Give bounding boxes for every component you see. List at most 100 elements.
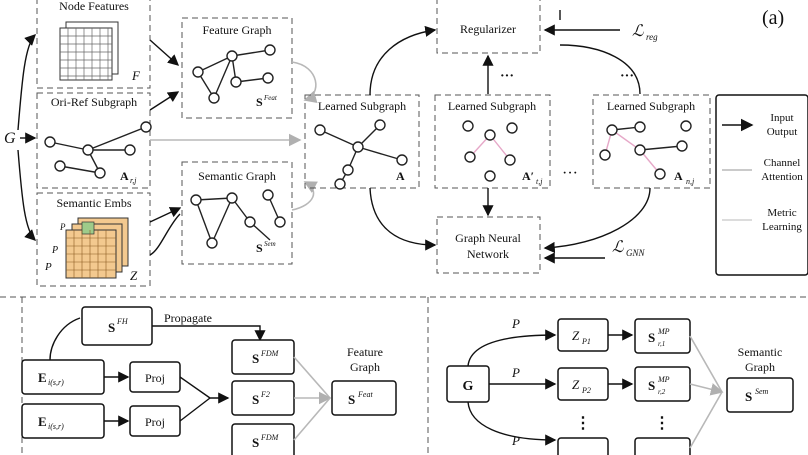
- br-semantic-graph-line1: Semantic: [738, 345, 783, 359]
- s-row3-superscript: FDM: [260, 433, 280, 442]
- arrow-g-to-features: [17, 34, 36, 131]
- arrow-propagate: [152, 325, 266, 342]
- gray-arrow-featgraph: [291, 61, 318, 103]
- gnn-title-line2: Network: [467, 247, 509, 261]
- figure-label: (a): [762, 7, 784, 29]
- bl-feature-graph-line2: Graph: [350, 360, 380, 374]
- legend-io-line2: Output: [767, 126, 798, 138]
- arrow-learned-to-gnn: [369, 187, 437, 251]
- semantic-graph-box: [181, 161, 293, 265]
- semantic-symbol-z: Z: [130, 268, 138, 283]
- feature-graph-box: [181, 17, 293, 119]
- gray-arrow-sm: [689, 391, 723, 449]
- legend-channel-line1: Channel: [764, 157, 801, 169]
- br-s2-subscript: r,2: [658, 388, 666, 396]
- arrow-semembs-to-semgraph: [149, 207, 182, 223]
- semantic-pk-label: P: [59, 222, 66, 232]
- e2-symbol: E: [38, 414, 47, 429]
- feature-graph-drawing: [192, 44, 276, 104]
- learned-subgraph-3-box: [592, 94, 711, 189]
- learned-subgraph-2-title: Learned Subgraph: [448, 99, 536, 113]
- br-p2-label: P: [511, 365, 520, 380]
- e1-subscript: i(s,r): [48, 378, 64, 387]
- semantic-embs-title: Semantic Embs: [57, 196, 132, 210]
- br-z-vdots: ⋮: [575, 415, 591, 432]
- arrow-g-to-semantic: [17, 149, 36, 241]
- br-z2-box: [557, 367, 609, 401]
- gnn-loss-symbol: ℒ: [612, 239, 624, 256]
- arrow-e1-to-stop: [49, 317, 81, 361]
- legend-io-line1: Input: [770, 112, 793, 124]
- gray-arrow-srow3: [293, 397, 331, 441]
- semantic-graph-symbol: S: [256, 241, 263, 255]
- reg-dots-2: ···: [620, 69, 634, 84]
- ori-ref-subgraph-title: Ori-Ref Subgraph: [51, 95, 137, 109]
- legend-metric-line2: Learning: [762, 221, 802, 233]
- semantic-p2-label: P: [51, 245, 58, 256]
- proj2-label: Proj: [145, 415, 165, 429]
- reg-dots-1: ···: [500, 69, 514, 84]
- arrow-ls3-to-reg: [559, 44, 641, 95]
- br-s2-superscript: MP: [657, 375, 670, 384]
- learned-subgraph-3-subscript: n,j: [686, 177, 695, 186]
- br-s1-superscript: MP: [657, 327, 670, 336]
- e1-box: [21, 359, 105, 395]
- arrow-g-p1: [467, 329, 557, 367]
- regularizer-title: Regularizer: [460, 22, 516, 36]
- learned-subgraph-1-drawing: [314, 119, 408, 190]
- bl-feature-graph-symbol: S: [348, 392, 355, 407]
- gray-arrow-semgraph: [291, 181, 318, 211]
- br-sm-box: [634, 437, 691, 455]
- gnn-box: [436, 216, 541, 274]
- semantic-embs-stack-icon: [65, 217, 129, 279]
- reg-loss-symbol: ℒ: [632, 23, 644, 40]
- reg-loss-subscript: reg: [646, 32, 658, 42]
- arrow-learned-to-regularizer: [369, 25, 437, 96]
- bl-feature-graph-line1: Feature: [347, 345, 383, 359]
- proj1-label: Proj: [145, 371, 165, 385]
- br-p1-label: P: [511, 316, 520, 331]
- s-row2-symbol: S: [252, 392, 259, 407]
- arrow-proj-merge-2: [179, 397, 211, 422]
- learned-subgraph-1-title: Learned Subgraph: [318, 99, 406, 113]
- arrow-ls3-to-gnn: [543, 187, 651, 254]
- gnn-title-line1: Graph Neural: [455, 231, 521, 245]
- bl-feature-graph-superscript: Feat: [357, 390, 373, 399]
- br-semantic-graph-superscript: Sem: [755, 387, 769, 396]
- br-z2-symbol: Z: [572, 377, 580, 392]
- ori-ref-symbol: A: [120, 169, 129, 183]
- s-row3-symbol: S: [252, 435, 259, 450]
- node-features-box: [36, 0, 151, 89]
- semantic-graph-drawing: [190, 189, 286, 249]
- arrow-features-to-featgraph: [149, 39, 180, 66]
- semantic-embs-box: [36, 192, 151, 287]
- br-semantic-graph-line2: Graph: [745, 360, 775, 374]
- br-zm-box: [557, 437, 609, 455]
- e2-box: [21, 403, 105, 439]
- learned-subgraph-1-symbol: A: [396, 169, 405, 183]
- s-row3-box: [231, 423, 295, 455]
- feature-graph-title: Feature Graph: [203, 23, 272, 37]
- br-z2-subscript: P2: [581, 386, 591, 395]
- propagate-label: Propagate: [164, 311, 212, 325]
- br-z1-subscript: P1: [581, 337, 591, 346]
- br-s-vdots: ⋮: [654, 415, 670, 432]
- gray-arrow-s1: [689, 335, 723, 393]
- br-semantic-graph-box: [726, 377, 794, 413]
- learned-subgraph-3-drawing: [599, 120, 692, 180]
- br-s1-symbol: S: [648, 330, 655, 345]
- learned-subgraph-3-title: Learned Subgraph: [607, 99, 695, 113]
- learned-subgraph-2-subscript: t,j: [536, 177, 543, 186]
- arrow-g-pm: [467, 401, 557, 446]
- br-s1-subscript: r,1: [658, 340, 665, 348]
- feature-graph-symbol: S: [256, 95, 263, 109]
- legend-metric-line1: Metric: [767, 207, 796, 219]
- gray-arrow-s2: [689, 383, 724, 396]
- e2-subscript: i(s,r): [48, 422, 64, 431]
- bl-feature-graph-box: [331, 380, 397, 416]
- horizontal-dots: ···: [562, 165, 578, 182]
- br-s2-symbol: S: [648, 378, 655, 393]
- br-g-label: G: [463, 379, 474, 394]
- br-z1-box: [557, 318, 609, 352]
